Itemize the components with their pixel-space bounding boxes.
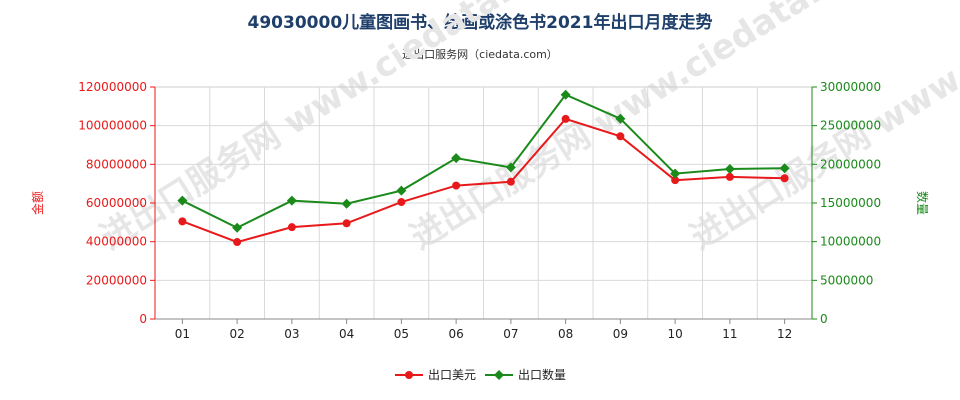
right-tick-label: 25000000 (820, 119, 881, 133)
chart-subtitle: 进出口服务网（ciedata.com） (402, 48, 558, 61)
x-tick-label: 06 (448, 327, 463, 341)
left-tick-label: 80000000 (86, 157, 147, 171)
x-tick-label: 11 (722, 327, 737, 341)
data-point-1 (342, 219, 351, 228)
data-point-1 (287, 223, 296, 232)
data-point-1 (397, 198, 406, 207)
right-tick-label: 5000000 (820, 273, 873, 287)
data-point-2 (396, 185, 407, 196)
legend: 出口美元 出口数量 (395, 367, 566, 382)
grid-lines (154, 86, 813, 320)
left-tick-label: 60000000 (86, 196, 147, 210)
data-point-1 (561, 114, 570, 123)
right-tick-label: 0 (820, 312, 828, 326)
right-tick-label: 10000000 (820, 235, 881, 249)
x-tick-label: 04 (339, 327, 354, 341)
data-point-1 (233, 238, 242, 247)
data-point-1 (671, 176, 680, 185)
left-tick-label: 20000000 (86, 273, 147, 287)
series-line-1 (182, 117, 785, 244)
left-tick-label: 100000000 (78, 119, 147, 133)
x-tick-label: 12 (777, 327, 792, 341)
data-point-2 (232, 222, 243, 233)
data-point-2 (779, 163, 790, 174)
left-axis-title: 金额 (30, 191, 45, 215)
x-tick-label: 03 (284, 327, 299, 341)
data-point-1 (725, 172, 734, 181)
data-point-1 (780, 174, 789, 183)
right-tick-label: 30000000 (820, 80, 881, 94)
legend-label-1: 出口美元 (428, 368, 476, 382)
right-tick-label: 15000000 (820, 196, 881, 210)
data-point-2 (615, 113, 626, 124)
x-tick-label: 09 (613, 327, 628, 341)
data-point-2 (451, 153, 462, 164)
chart-title: 49030000儿童图画书、绘画或涂色书2021年出口月度走势 (247, 13, 713, 33)
legend-label-2: 出口数量 (518, 367, 566, 382)
x-tick-label: 10 (667, 327, 682, 341)
x-tick-label: 08 (558, 327, 573, 341)
data-point-2 (505, 162, 516, 173)
left-tick-label: 40000000 (86, 235, 147, 249)
legend-marker-2 (494, 370, 504, 380)
data-point-2 (670, 168, 681, 179)
right-axis-title: 数量 (915, 191, 930, 215)
data-point-1 (616, 132, 625, 141)
x-tick-label: 02 (229, 327, 244, 341)
data-point-1 (506, 177, 515, 186)
data-point-2 (286, 195, 297, 206)
data-point-2 (177, 195, 188, 206)
data-point-2 (560, 89, 571, 100)
axes: 0 20000000 40000000 60000000 80000000 1000000… (30, 80, 930, 341)
left-tick-label: 0 (139, 312, 147, 326)
data-point-1 (452, 181, 461, 190)
data-point-2 (341, 198, 352, 209)
series-layer (177, 89, 790, 247)
x-tick-label: 05 (394, 327, 409, 341)
right-tick-label: 20000000 (820, 157, 881, 171)
series-line-2 (181, 93, 785, 229)
x-tick-label: 01 (175, 327, 190, 341)
watermark-text: 进出口服务网 www.ciedata.com (94, 0, 585, 258)
data-point-2 (724, 163, 735, 174)
left-tick-label: 120000000 (78, 80, 147, 94)
legend-marker-1 (405, 371, 413, 379)
x-tick-label: 07 (503, 327, 518, 341)
data-point-1 (178, 217, 187, 226)
